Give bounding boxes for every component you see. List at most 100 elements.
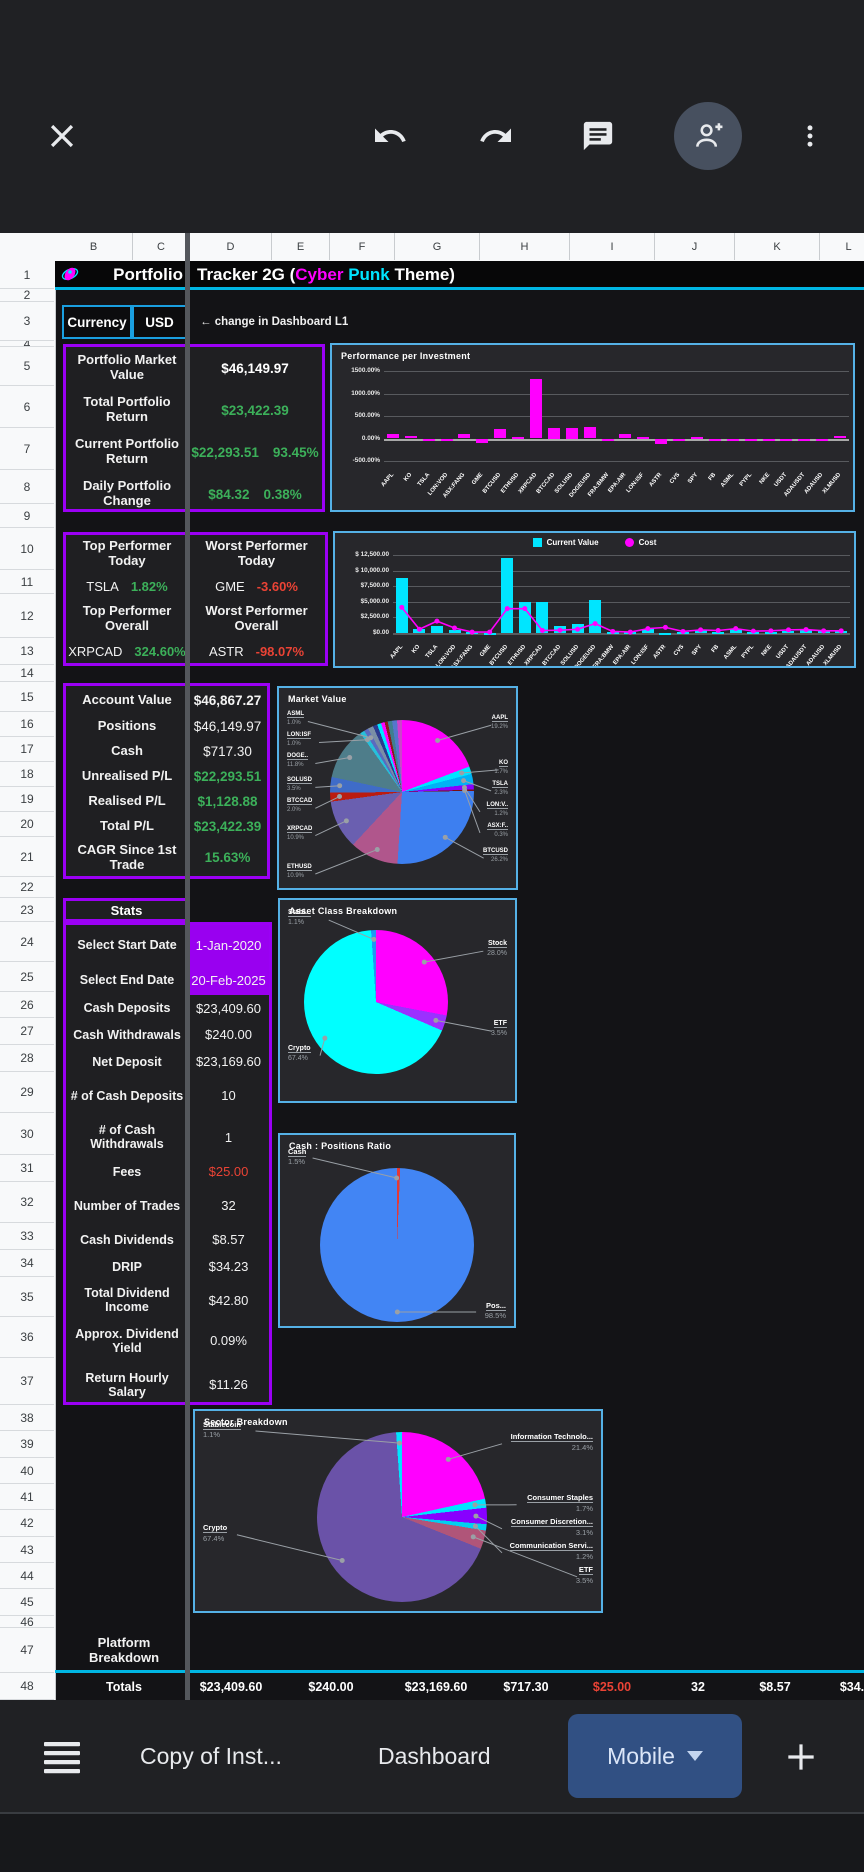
chart-performance[interactable]: Performance per Investment 1500.00% 1000.0… — [330, 343, 855, 512]
totals-value-cell[interactable]: $25.00 — [592, 1679, 632, 1694]
column-header-F[interactable]: F — [330, 233, 395, 260]
table-row[interactable]: Number of Trades 32 — [66, 1185, 269, 1226]
row-header-2[interactable]: 2 — [0, 289, 54, 302]
freeze-pane-divider[interactable] — [185, 233, 190, 1700]
row-header-18[interactable]: 18 — [0, 762, 54, 787]
platform-breakdown-cell[interactable]: Platform Breakdown — [88, 1634, 160, 1665]
row-header-42[interactable]: 42 — [0, 1510, 54, 1537]
table-row[interactable]: Fees $25.00 — [66, 1158, 269, 1185]
account-table[interactable]: Account Value $46,867.27 Positions $46,149.… — [63, 683, 270, 879]
table-row[interactable]: # of Cash Deposits 10 — [66, 1075, 269, 1116]
row-header-40[interactable]: 40 — [0, 1458, 54, 1484]
row-header-23[interactable]: 23 — [0, 898, 54, 922]
row-header-32[interactable]: 32 — [0, 1182, 54, 1223]
row-header-27[interactable]: 27 — [0, 1018, 54, 1045]
tab-mobile-active[interactable]: Mobile — [568, 1714, 742, 1798]
chart-sector[interactable]: Sector Breakdown Stablecoin 1.1% Crypto 67.4… — [193, 1409, 603, 1613]
row-header-41[interactable]: 41 — [0, 1484, 54, 1510]
column-header-J[interactable]: J — [655, 233, 735, 260]
totals-value-cell[interactable]: $23,169.60 — [404, 1679, 468, 1694]
row-header-29[interactable]: 29 — [0, 1072, 54, 1113]
row-header-11[interactable]: 11 — [0, 570, 54, 594]
row-header-24[interactable]: 24 — [0, 922, 54, 962]
column-header-G[interactable]: G — [395, 233, 480, 260]
tab-dashboard[interactable]: Dashboard — [378, 1700, 491, 1812]
table-row[interactable]: Unrealised P/L $22,293.51 — [66, 764, 267, 789]
table-row[interactable]: Top Performer Overall Worst Performer Ove… — [66, 599, 325, 639]
column-header-I[interactable]: I — [570, 233, 655, 260]
row-header-19[interactable]: 19 — [0, 787, 54, 812]
row-header-30[interactable]: 30 — [0, 1113, 54, 1155]
row-header-15[interactable]: 15 — [0, 682, 54, 712]
column-header-H[interactable]: H — [480, 233, 570, 260]
row-header-22[interactable]: 22 — [0, 877, 54, 898]
column-header-L[interactable]: L — [820, 233, 864, 260]
chart-market-value[interactable]: Market Value ASML 1.0% LON:ISF 1.0% DOGE.. 11.… — [277, 686, 518, 890]
table-row[interactable]: Select End Date 20-Feb-2025 — [66, 965, 269, 995]
table-row[interactable]: # of Cash Withdrawals 1 — [66, 1116, 269, 1158]
row-header-21[interactable]: 21 — [0, 837, 54, 877]
row-header-36[interactable]: 36 — [0, 1317, 54, 1358]
chart-cash-positions[interactable]: Cash : Positions Ratio Cash 1.5% Pos... 98.5… — [278, 1133, 516, 1328]
table-row[interactable]: DRIP $34.23 — [66, 1253, 269, 1280]
totals-value-cell[interactable]: $240.00 — [308, 1679, 354, 1694]
column-header-B[interactable]: B — [55, 233, 133, 260]
row-header-45[interactable]: 45 — [0, 1589, 54, 1616]
table-row[interactable]: Cash Dividends $8.57 — [66, 1226, 269, 1253]
row-header-38[interactable]: 38 — [0, 1405, 54, 1431]
currency-label-cell[interactable]: Currency — [62, 305, 132, 339]
row-header-3[interactable]: 3 — [0, 302, 54, 341]
table-row[interactable]: Portfolio Market Value $46,149.97 — [66, 347, 322, 389]
totals-value-cell[interactable]: $8.57 — [759, 1679, 791, 1694]
row-header-1[interactable]: 1 — [0, 261, 54, 289]
row-header-20[interactable]: 20 — [0, 812, 54, 837]
row-header-37[interactable]: 37 — [0, 1358, 54, 1405]
row-header-48[interactable]: 48 — [0, 1673, 54, 1700]
row-header-47[interactable]: 47 — [0, 1628, 54, 1673]
table-row[interactable]: XRPCAD 324.60% ASTR -98.07% — [66, 639, 325, 663]
table-row[interactable]: Cash Deposits $23,409.60 — [66, 995, 269, 1021]
column-header-D[interactable]: D — [190, 233, 272, 260]
row-header-39[interactable]: 39 — [0, 1431, 54, 1458]
stats-header-cell[interactable]: Stats — [63, 898, 190, 922]
row-header-17[interactable]: 17 — [0, 737, 54, 762]
add-sheet-button[interactable] — [782, 1738, 820, 1781]
column-header-C[interactable]: C — [133, 233, 190, 260]
row-header-6[interactable]: 6 — [0, 386, 54, 428]
row-header-25[interactable]: 25 — [0, 962, 54, 992]
table-row[interactable]: Daily Portfolio Change $84.32 0.38% — [66, 473, 322, 515]
chart-asset-class[interactable]: Asset Class Breakdown Stabl... 1.1% Crypto 6… — [278, 898, 517, 1103]
row-header-9[interactable]: 9 — [0, 504, 54, 528]
table-row[interactable]: Positions $46,149.97 — [66, 714, 267, 739]
row-header-7[interactable]: 7 — [0, 428, 54, 470]
undo-icon[interactable] — [362, 108, 418, 164]
row-header-10[interactable]: 10 — [0, 528, 54, 570]
close-icon[interactable] — [34, 108, 90, 164]
table-row[interactable]: Current Portfolio Return $22,293.51 93.45% — [66, 431, 322, 473]
stats-table[interactable]: Select Start Date 1-Jan-2020 Select End Da… — [63, 922, 272, 1405]
row-header-44[interactable]: 44 — [0, 1563, 54, 1589]
table-row[interactable]: Approx. Dividend Yield 0.09% — [66, 1320, 269, 1361]
table-row[interactable]: Total P/L $23,422.39 — [66, 814, 267, 839]
row-header-14[interactable]: 14 — [0, 665, 54, 682]
row-header-5[interactable]: 5 — [0, 347, 54, 386]
table-row[interactable]: Total Portfolio Return $23,422.39 — [66, 389, 322, 431]
table-row[interactable]: Cash $717.30 — [66, 739, 267, 764]
table-row[interactable]: Account Value $46,867.27 — [66, 686, 267, 714]
row-header-8[interactable]: 8 — [0, 470, 54, 504]
row-header-28[interactable]: 28 — [0, 1045, 54, 1072]
column-header-E[interactable]: E — [272, 233, 330, 260]
table-row[interactable]: Realised P/L $1,128.88 — [66, 789, 267, 814]
table-row[interactable]: Return Hourly Salary $11.26 — [66, 1361, 269, 1408]
totals-value-cell[interactable]: $23,409.60 — [199, 1679, 263, 1694]
performers-table[interactable]: Top Performer Today Worst Performer Today… — [63, 532, 328, 666]
sheet-list-menu-icon[interactable] — [42, 1740, 86, 1774]
row-header-13[interactable]: 13 — [0, 638, 54, 665]
row-header-34[interactable]: 34 — [0, 1250, 54, 1277]
tab-copy-of-inst[interactable]: Copy of Inst... — [140, 1700, 282, 1812]
table-row[interactable]: TSLA 1.82% GME -3.60% — [66, 573, 325, 599]
chart-valuecost[interactable]: Current Value Cost $ 12,500.00 $ 10,000.00 $… — [333, 531, 856, 668]
totals-value-cell[interactable]: 32 — [691, 1679, 705, 1694]
title-cell-portfolio[interactable]: Portfolio — [113, 265, 183, 284]
column-header-K[interactable]: K — [735, 233, 820, 260]
